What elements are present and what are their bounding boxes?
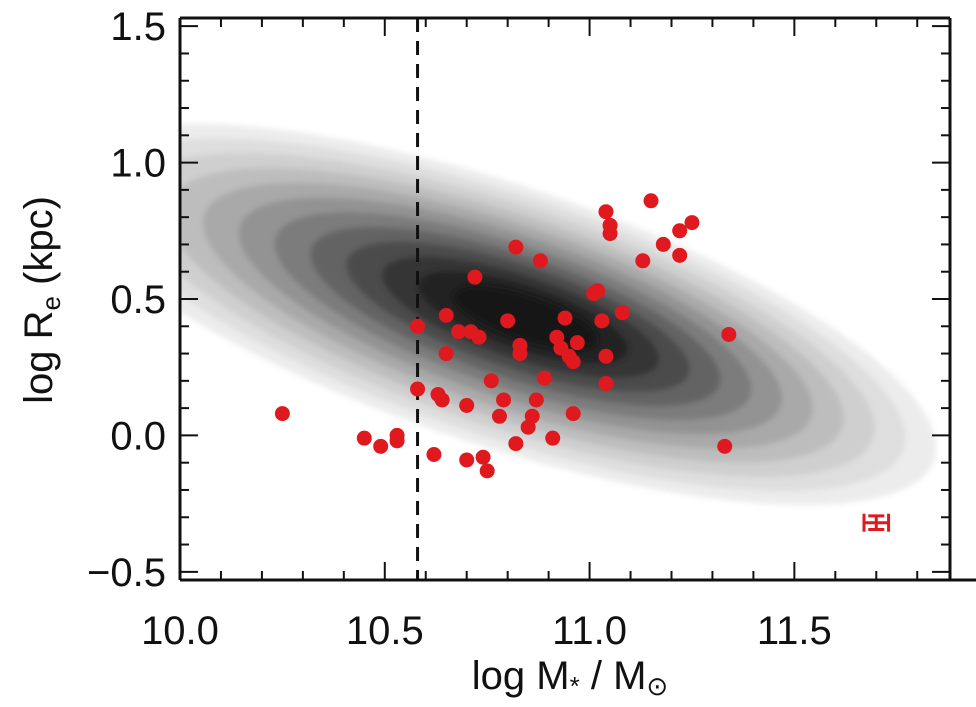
data-point [643,193,659,209]
x-axis: 10.0 10.5 11.0 11.5 [141,18,919,653]
data-point [389,427,405,443]
y-axis: −0.5 0.0 0.5 1.0 1.5 [87,5,950,595]
typical-error-bar [862,513,891,532]
data-point [598,376,614,392]
data-point [471,329,487,345]
data-point [598,204,614,220]
data-point [590,283,606,299]
y-axis-title: log Re (kpc) [17,196,66,404]
data-point [614,305,630,321]
data-point [274,406,290,422]
data-point [451,324,467,340]
x-tick-label: 10.0 [141,609,219,653]
data-point [459,452,475,468]
data-point [373,438,389,454]
data-point [672,223,688,239]
data-point [410,381,426,397]
data-point [356,430,372,446]
x-axis-title: log M* / M⊙ [472,654,668,701]
data-point [557,310,573,326]
data-point [684,215,700,231]
data-point [528,392,544,408]
data-point [496,392,512,408]
data-point [475,449,491,465]
data-point [635,253,651,269]
data-point [532,253,548,269]
data-point [508,436,524,452]
y-tick-label: 1.0 [110,142,166,186]
data-point [594,313,610,329]
data-point [569,335,585,351]
data-point [426,447,442,463]
y-tick-label: −0.5 [87,551,166,595]
data-point [459,397,475,413]
data-point [672,247,688,263]
y-tick-label: 1.5 [110,5,166,49]
data-point [545,430,561,446]
x-tick-label: 11.5 [757,609,832,653]
data-point [655,236,671,252]
data-point [438,307,454,323]
data-point [508,239,524,255]
data-point [721,326,737,342]
data-point [434,392,450,408]
x-tick-label: 10.5 [346,609,424,653]
data-point [512,337,528,353]
data-point [410,318,426,334]
data-point [479,463,495,479]
data-point [438,346,454,362]
data-point [524,408,540,424]
data-point [500,313,516,329]
y-tick-label: 0.0 [110,414,166,458]
data-point [717,438,733,454]
data-point [565,354,581,370]
data-point [483,373,499,389]
data-point [598,348,614,364]
data-point [467,269,483,285]
data-point [491,408,507,424]
data-point [537,370,553,386]
y-tick-label: 0.5 [110,278,166,322]
x-tick-label: 11.0 [552,609,627,653]
galaxy-points [274,193,737,479]
data-point [602,226,618,242]
data-point [565,406,581,422]
